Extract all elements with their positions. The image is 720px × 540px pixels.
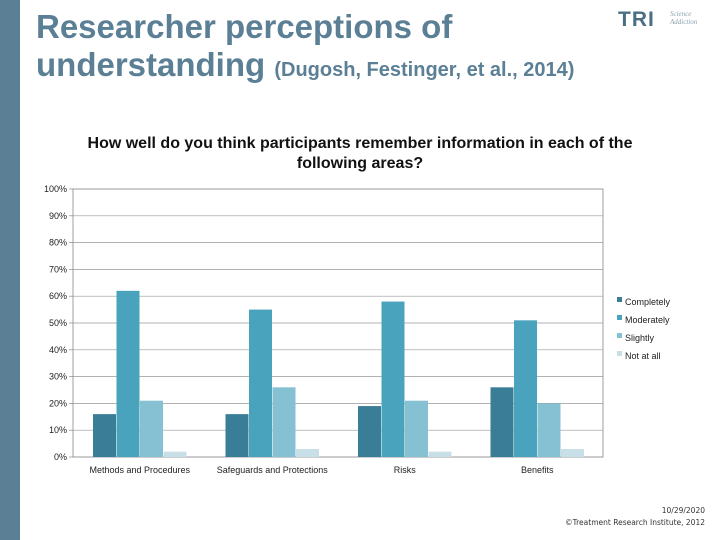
bar-completely — [225, 414, 249, 457]
x-tick-label: Safeguards and Protections — [217, 465, 329, 475]
y-tick-label: 0% — [54, 452, 67, 462]
y-tick-label: 80% — [49, 238, 67, 248]
bar-not-at-all — [163, 451, 187, 457]
bar-completely — [490, 387, 514, 457]
bar-not-at-all — [428, 451, 452, 457]
x-tick-label: Methods and Procedures — [89, 465, 190, 475]
logo-text: TRI — [618, 8, 655, 31]
accent-bar — [0, 0, 20, 540]
title-main: Researcher perceptions of understanding — [36, 8, 453, 83]
footer-copyright: ©Treatment Research Institute, 2012 — [565, 518, 705, 527]
bar-completely — [358, 406, 381, 457]
logo-sub-1: Science — [670, 10, 692, 18]
legend-label: Moderately — [625, 315, 670, 325]
logo-sub-2: Addiction — [670, 18, 698, 26]
tri-logo: TRI Science Addiction — [618, 8, 698, 36]
footer: 10/29/2020 ©Treatment Research Institute… — [565, 505, 705, 529]
y-tick-label: 50% — [49, 318, 67, 328]
logo-subtext: Science Addiction — [670, 10, 697, 26]
legend-swatch — [617, 333, 622, 338]
legend-label: Slightly — [625, 333, 655, 343]
bar-slightly — [140, 400, 163, 457]
bar-slightly — [405, 400, 428, 457]
bar-completely — [93, 414, 116, 457]
bar-moderately — [116, 290, 140, 457]
y-tick-label: 60% — [49, 291, 67, 301]
chart-title: How well do you think participants remem… — [87, 135, 633, 172]
bar-moderately — [249, 309, 272, 457]
y-tick-label: 90% — [49, 211, 67, 221]
y-tick-label: 20% — [49, 398, 67, 408]
y-tick-label: 70% — [49, 264, 67, 274]
legend-swatch — [617, 297, 622, 302]
legend-swatch — [617, 315, 622, 320]
legend-label: Completely — [625, 297, 671, 307]
y-tick-label: 30% — [49, 372, 67, 382]
footer-date: 10/29/2020 — [661, 506, 705, 515]
slide-title: Researcher perceptions of understanding … — [36, 8, 636, 89]
y-tick-label: 40% — [49, 345, 67, 355]
bar-slightly — [537, 403, 561, 457]
title-citation: (Dugosh, Festinger, et al., 2014) — [274, 59, 575, 81]
y-tick-label: 100% — [44, 184, 67, 194]
x-tick-label: Risks — [394, 465, 416, 475]
legend-swatch — [617, 351, 622, 356]
bar-not-at-all — [296, 448, 319, 457]
bar-not-at-all — [561, 448, 584, 457]
bar-moderately — [514, 320, 537, 457]
x-tick-label: Benefits — [521, 465, 554, 475]
bar-moderately — [381, 301, 405, 457]
legend-label: Not at all — [625, 351, 661, 361]
bar-slightly — [272, 387, 296, 457]
y-tick-label: 10% — [49, 425, 67, 435]
